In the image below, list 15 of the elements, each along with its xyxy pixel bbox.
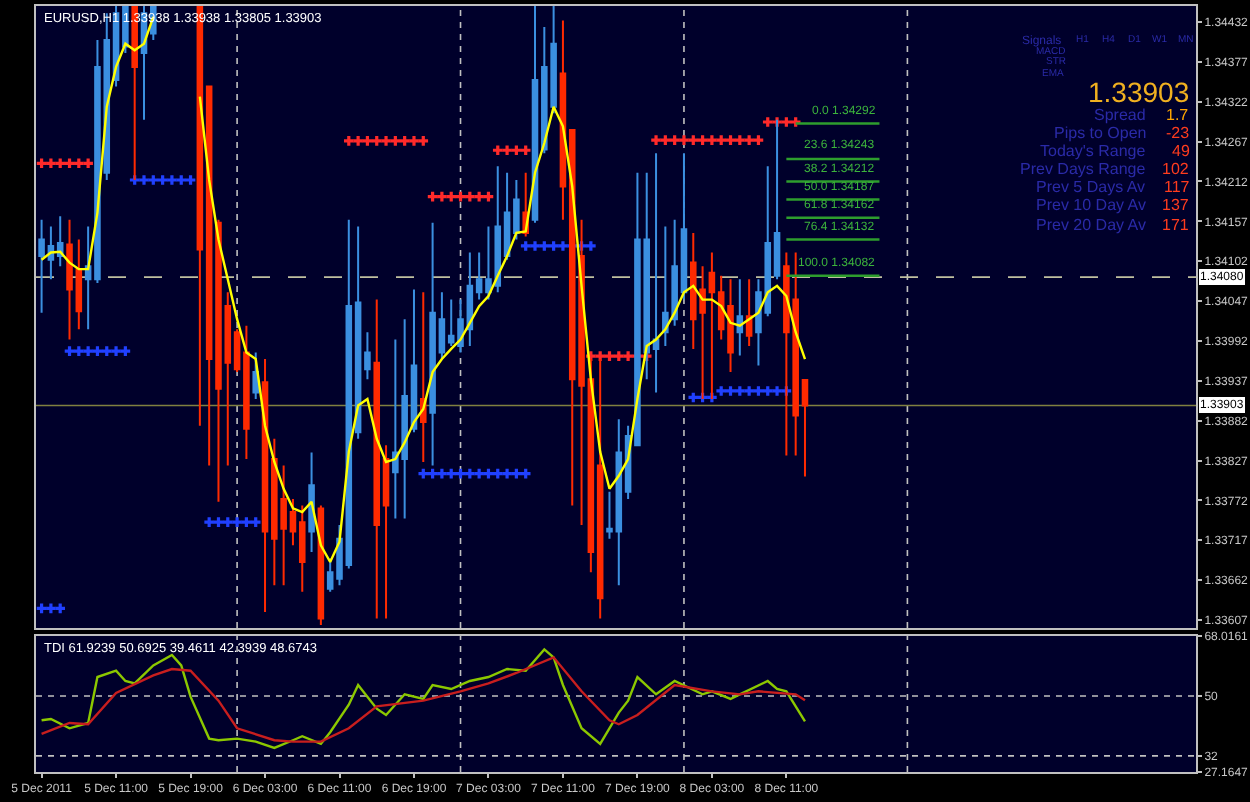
- annotation: 1.33903: [1088, 76, 1190, 108]
- annotation: Prev 20 Day Av: [1036, 216, 1146, 234]
- annotation: Today's Range: [1040, 142, 1147, 160]
- annotation: 1.7: [1166, 106, 1190, 124]
- annotation: Prev 10 Day Av: [1036, 196, 1146, 214]
- annotation: 171: [1162, 216, 1190, 234]
- annotation: 49: [1172, 142, 1191, 160]
- annotation: 117: [1164, 178, 1191, 196]
- annotation: 102: [1162, 160, 1190, 178]
- annotation: -23: [1166, 124, 1191, 142]
- annotation: Prev 5 Days Av: [1036, 178, 1146, 196]
- annotation: Spread: [1094, 106, 1146, 124]
- annotation: Prev Days Range: [1020, 160, 1147, 178]
- annotation: Pips to Open: [1054, 124, 1147, 142]
- annotation: 137: [1162, 196, 1190, 214]
